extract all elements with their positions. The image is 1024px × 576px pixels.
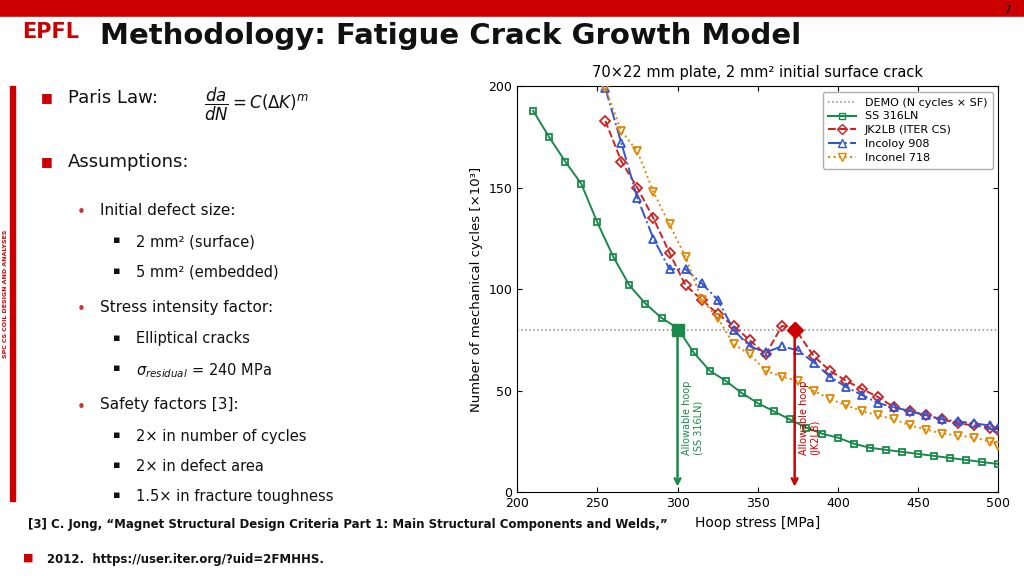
Y-axis label: Number of mechanical cycles [×10³]: Number of mechanical cycles [×10³] [470,167,483,412]
Legend: DEMO (N cycles × SF), SS 316LN, JK2LB (ITER CS), Incoloy 908, Inconel 718: DEMO (N cycles × SF), SS 316LN, JK2LB (I… [822,92,993,169]
Text: $\sigma_{\mathit{residual}}$ = 240 MPa: $\sigma_{\mathit{residual}}$ = 240 MPa [136,362,271,380]
Text: ▪: ▪ [114,266,121,276]
Text: Allowable hoop
(SS 316LN): Allowable hoop (SS 316LN) [682,380,703,454]
Text: ▪: ▪ [114,363,121,373]
Text: 2 mm² (surface): 2 mm² (surface) [136,234,255,249]
Bar [10,86,14,501]
Text: ▪: ▪ [114,490,121,501]
Text: ▪: ▪ [114,236,121,245]
Text: •: • [77,400,86,415]
Text: Assumptions:: Assumptions: [68,153,189,172]
Text: ■: ■ [40,156,52,169]
Bar [0,17,1024,78]
Text: ▪: ▪ [114,460,121,470]
Text: Safety factors [3]:: Safety factors [3]: [99,397,239,412]
Text: Paris Law:: Paris Law: [68,89,169,107]
Text: $\dfrac{da}{dN} = C(\Delta K)^{m}$: $\dfrac{da}{dN} = C(\Delta K)^{m}$ [205,86,309,123]
Text: 2× in number of cycles: 2× in number of cycles [136,429,306,444]
Text: 2012.  https://user.iter.org/?uid=2FMHHS.: 2012. https://user.iter.org/?uid=2FMHHS. [47,553,325,566]
Text: ■: ■ [23,553,33,563]
Text: Initial defect size:: Initial defect size: [99,203,236,218]
Title: 70×22 mm plate, 2 mm² initial surface crack: 70×22 mm plate, 2 mm² initial surface cr… [592,65,924,79]
Text: Methodology: Fatigue Crack Growth Model: Methodology: Fatigue Crack Growth Model [100,22,802,50]
Text: •: • [77,302,86,317]
Text: •: • [77,205,86,220]
Text: EPFL: EPFL [23,22,80,42]
Text: SPC CS COIL DESIGN AND ANALYSES: SPC CS COIL DESIGN AND ANALYSES [3,230,8,358]
Text: Elliptical cracks: Elliptical cracks [136,331,250,346]
Text: 1.5× in fracture toughness: 1.5× in fracture toughness [136,489,334,504]
Text: ▪: ▪ [114,430,121,440]
Text: Allowable hoop
(JK2LB): Allowable hoop (JK2LB) [799,380,820,454]
X-axis label: Hoop stress [MPa]: Hoop stress [MPa] [695,516,820,530]
Text: Stress intensity factor:: Stress intensity factor: [99,300,272,315]
Text: ▪: ▪ [114,333,121,343]
Text: 7: 7 [1004,4,1012,17]
Text: ■: ■ [40,91,52,104]
Text: 5 mm² (embedded): 5 mm² (embedded) [136,264,279,279]
Text: [3] C. Jong, “Magnet Structural Design Criteria Part 1: Main Structural Componen: [3] C. Jong, “Magnet Structural Design C… [28,518,668,530]
Bar [0,0,1024,17]
Text: 2× in defect area: 2× in defect area [136,458,264,474]
